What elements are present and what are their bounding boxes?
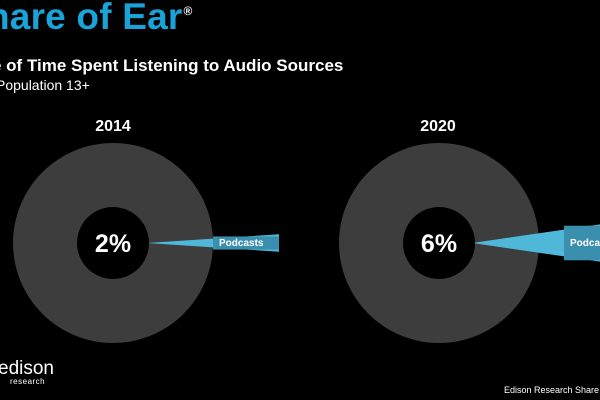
year-label-2014: 2014 xyxy=(95,118,131,135)
podcasts-label-band-2014 xyxy=(213,236,279,250)
year-label-2020: 2020 xyxy=(420,118,456,135)
chart-subtitle: e of Time Spent Listening to Audio Sourc… xyxy=(0,56,344,75)
center-value-2020: 6% xyxy=(421,230,457,258)
population-base-label: Population 13+ xyxy=(0,77,90,93)
page-title: hare of Ear® xyxy=(0,0,193,37)
podcasts-label-band-2020 xyxy=(564,225,600,261)
edison-logo: edison research xyxy=(0,358,54,386)
registered-mark: ® xyxy=(183,4,193,18)
footer-source: Edison Research Share of xyxy=(504,385,600,395)
slice-label-podcasts-2014: Podcasts xyxy=(219,238,264,249)
center-value-2014: 2% xyxy=(95,230,131,258)
donut-hole-2014 xyxy=(77,207,149,279)
donut-hole-2020 xyxy=(403,207,475,279)
slice-label-podcasts-2020: Podcasts xyxy=(570,238,600,249)
